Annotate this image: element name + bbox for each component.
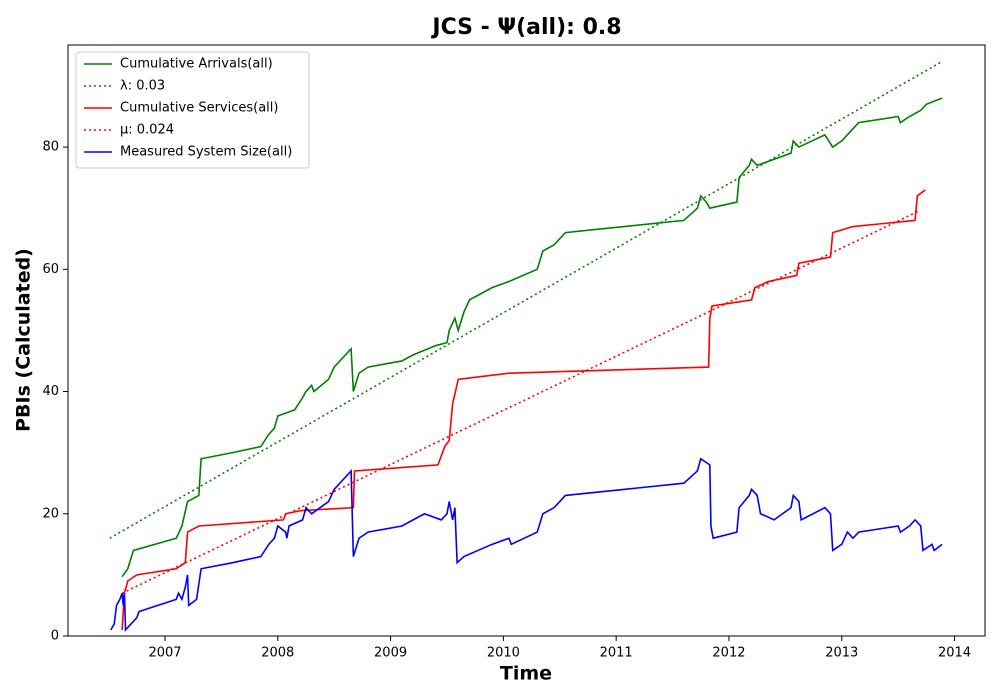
x-tick-label: 2007: [148, 646, 181, 661]
x-tick-label: 2011: [600, 646, 633, 661]
y-tick-label: 40: [42, 384, 59, 399]
legend-label: Measured System Size(all): [120, 145, 292, 160]
legend-label: Cumulative Services(all): [120, 101, 278, 116]
x-tick-label: 2012: [712, 646, 745, 661]
legend-box: [75, 51, 310, 169]
x-tick-label: 2013: [825, 646, 858, 661]
y-tick-label: 20: [42, 506, 59, 521]
series-line: [110, 457, 943, 632]
x-tick-label: 2008: [261, 646, 294, 661]
legend-label: μ: 0.024: [120, 123, 174, 138]
legend-label: Cumulative Arrivals(all): [120, 57, 273, 72]
series-line: [121, 210, 919, 594]
y-tick-label: 60: [42, 262, 59, 277]
series-line: [121, 97, 943, 578]
x-axis-label: Time: [500, 663, 552, 685]
chart-title: JCS - Ψ(all): 0.8: [430, 15, 621, 40]
x-tick-label: 2014: [938, 646, 971, 661]
series-line: [121, 189, 926, 630]
legend-label: λ: 0.03: [120, 79, 165, 94]
legend: Cumulative Arrivals(all) λ: 0.03 Cumulativ…: [75, 51, 310, 169]
y-tick-label: 0: [51, 629, 59, 644]
y-axis-label: PBIs (Calculated): [13, 248, 35, 432]
plot-frame: [67, 44, 986, 637]
x-tick-label: 2009: [374, 646, 407, 661]
x-tick-label: 2010: [487, 646, 520, 661]
y-tick-label: 80: [42, 140, 59, 155]
